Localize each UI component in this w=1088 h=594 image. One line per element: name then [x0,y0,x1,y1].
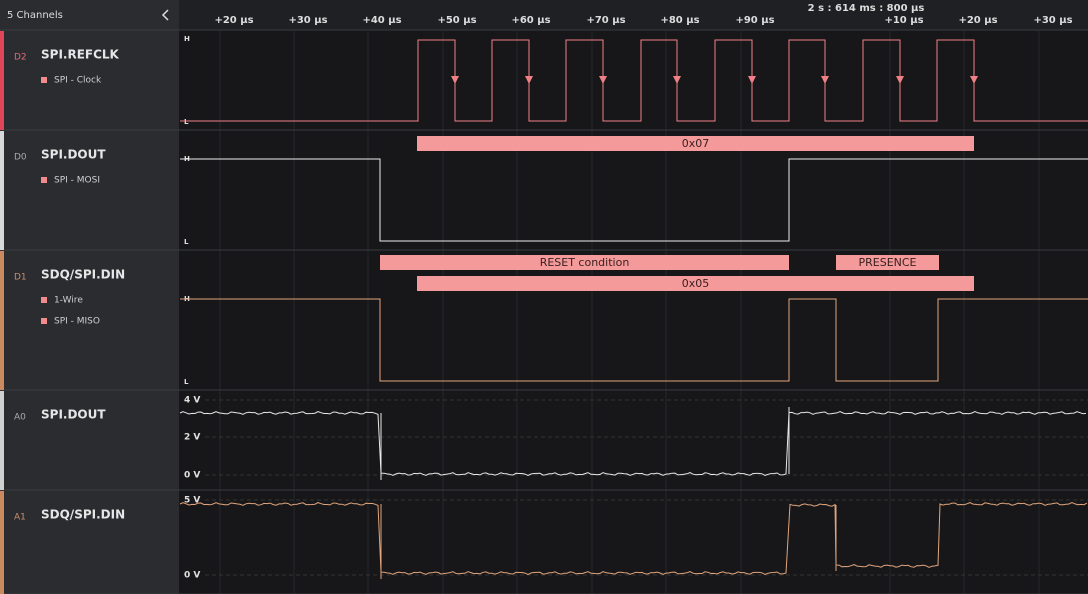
annotation-bar [417,276,974,291]
collapse-button[interactable] [161,9,169,21]
time-tick: +30 µs [1033,15,1072,26]
level-label: 0 V [184,471,200,481]
annotation-label: 0x07 [682,137,710,150]
channel-color [0,251,4,390]
level-label: H [184,35,190,43]
analyzer-swatch [41,318,47,324]
level-label: 2 V [184,433,200,443]
sidebar [0,0,179,594]
falling-edge-arrow [451,76,459,84]
channel-id: D2 [14,53,27,63]
level-label: 4 V [184,396,200,406]
annotation-label: PRESENCE [858,256,916,269]
analyzer-swatch [41,177,47,183]
time-tick: +70 µs [586,15,625,26]
time-tick: +50 µs [437,15,476,26]
level-label: L [184,238,189,246]
annotation-bar [417,136,974,151]
falling-edge-arrow [599,76,607,84]
falling-edge-arrow [821,76,829,84]
analog-wave [179,502,1088,575]
channel-name: SPI.DOUT [41,408,106,422]
time-tick: +60 µs [511,15,550,26]
channel-id: A1 [14,513,26,523]
time-marker: 2 s : 614 ms : 800 µs [808,3,925,14]
time-tick: +10 µs [884,15,923,26]
mosi-wave [180,158,1088,242]
analog-wave [179,411,1087,476]
analyzer-name: SPI - MOSI [54,176,100,186]
time-tick: +40 µs [362,15,401,26]
annotation-bar [836,255,939,270]
channel-color [0,31,4,130]
channel-count: 5 Channels [7,10,63,21]
channel-color [0,131,4,250]
analyzer-swatch [41,297,47,303]
annotation-label: RESET condition [540,256,630,269]
analyzer-name: SPI - Clock [54,76,102,86]
falling-edge-arrow [748,76,756,84]
time-tick: +20 µs [958,15,997,26]
miso-wave [180,298,1088,382]
channel-color [0,391,4,490]
annotation-label: 0x05 [682,277,710,290]
channel-name: SDQ/SPI.DIN [41,268,125,282]
analyzer-name: 1-Wire [54,296,83,306]
time-axis [179,0,1088,30]
channel-id: D1 [14,273,27,283]
time-tick: +90 µs [735,15,774,26]
level-label: 0 V [184,571,200,581]
falling-edge-arrow [896,76,904,84]
channel-color [0,491,4,594]
level-label: L [184,378,189,386]
channel-id: D0 [14,153,27,163]
annotation-bar [380,255,789,270]
time-tick: +30 µs [288,15,327,26]
time-tick: +80 µs [660,15,699,26]
channel-name: SPI.REFCLK [41,48,120,62]
falling-edge-arrow [970,76,978,84]
time-tick: +20 µs [214,15,253,26]
level-label: L [184,118,189,126]
analyzer-swatch [41,77,47,83]
falling-edge-arrow [673,76,681,84]
channel-name: SDQ/SPI.DIN [41,508,125,522]
analyzer-name: SPI - MISO [54,317,100,327]
level-label: 5 V [184,496,200,506]
falling-edge-arrow [525,76,533,84]
channel-name: SPI.DOUT [41,148,106,162]
channel-id: A0 [14,413,26,423]
